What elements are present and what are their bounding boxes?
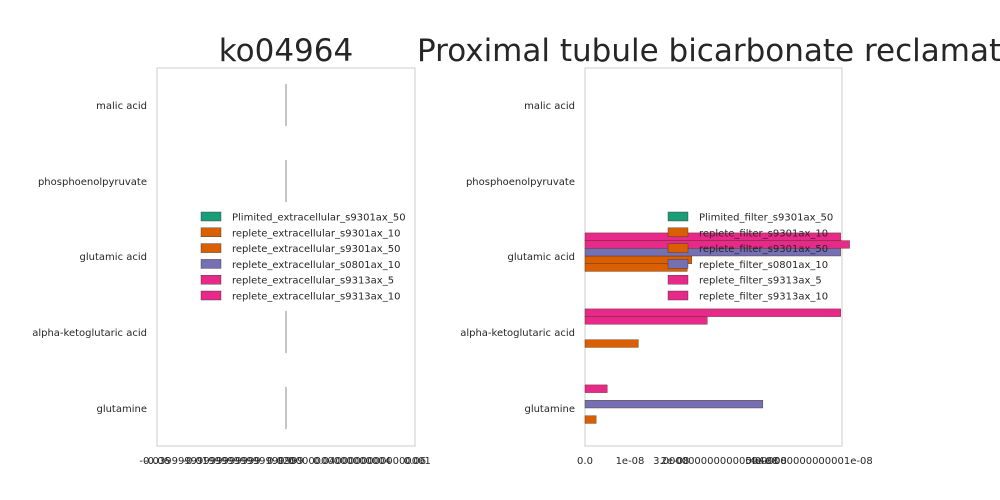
legend-swatch bbox=[667, 211, 689, 222]
x-tick-label: 0.04000000000000001 bbox=[313, 456, 431, 467]
bar bbox=[584, 400, 764, 409]
legend-label: replete_extracellular_s9313ax_10 bbox=[232, 292, 400, 303]
bar bbox=[584, 339, 639, 348]
legend-swatch bbox=[667, 243, 689, 253]
x-tick-label: 0.0 bbox=[278, 456, 294, 467]
x-tick-label: 0.06 bbox=[404, 456, 426, 467]
x-tick-label: 2e-08 bbox=[661, 456, 690, 467]
category-label: alpha-ketoglutaric acid bbox=[32, 328, 147, 339]
category-label: glutamic acid bbox=[80, 252, 147, 263]
legend-swatch bbox=[200, 211, 222, 222]
legend-label: Plimited_filter_s9301ax_50 bbox=[699, 213, 833, 224]
x-tick-label: 0.0 bbox=[577, 456, 593, 467]
category-label: glutamic acid bbox=[508, 252, 575, 263]
category-label: glutamine bbox=[524, 404, 575, 415]
legend-swatch bbox=[200, 227, 222, 238]
bar bbox=[584, 316, 708, 325]
right-chart-title: Proximal tubule bicarbonate reclamation bbox=[417, 33, 1000, 69]
legend-swatch bbox=[667, 275, 689, 285]
bar bbox=[584, 384, 608, 393]
bar bbox=[584, 415, 597, 424]
category-label: malic acid bbox=[96, 101, 147, 112]
legend-label: replete_filter_s9301ax_10 bbox=[699, 228, 828, 239]
category-label: alpha-ketoglutaric acid bbox=[460, 328, 575, 339]
left-chart-panel: malic acid phosphoenolpyruvate glutamic ac… bbox=[32, 67, 431, 467]
bar bbox=[584, 232, 841, 241]
legend-label: replete_filter_s0801ax_10 bbox=[699, 260, 828, 271]
x-tick-label: -0.01999999999999999 bbox=[182, 456, 303, 467]
legend-swatch bbox=[667, 290, 689, 301]
legend-swatch bbox=[200, 275, 222, 285]
legend-label: replete_extracellular_s9313ax_5 bbox=[232, 276, 394, 287]
category-label: phosphoenolpyruvate bbox=[466, 177, 575, 188]
left-chart-title: ko04964 bbox=[219, 33, 353, 69]
legend-label: Plimited_extracellular_s9301ax_50 bbox=[232, 213, 406, 224]
right-chart-panel: malic acid phosphoenolpyruvate glutamic ac… bbox=[460, 67, 873, 467]
legend-label: replete_extracellular_s9301ax_10 bbox=[232, 228, 400, 239]
x-tick-label: 3.0000000000000004e-08 bbox=[653, 456, 787, 467]
legend-swatch bbox=[200, 290, 222, 301]
legend-swatch bbox=[667, 259, 689, 269]
legend: Plimited_filter_s9301ax_50 replete_filter… bbox=[667, 211, 833, 303]
legend-swatch bbox=[200, 259, 222, 269]
plot-frame bbox=[156, 67, 416, 447]
category-label: glutamine bbox=[96, 404, 147, 415]
x-tick-label: 5.000000000000001e-08 bbox=[745, 456, 872, 467]
x-tick-label: 1e-08 bbox=[616, 456, 645, 467]
bar bbox=[584, 308, 841, 317]
legend-label: replete_filter_s9313ax_10 bbox=[699, 292, 828, 303]
x-tick-label: 0.020000000000000004 bbox=[267, 456, 391, 467]
legend: Plimited_extracellular_s9301ax_50replete… bbox=[200, 211, 406, 303]
legend-label: replete_filter_s9301ax_50 bbox=[699, 244, 828, 255]
legend-label: replete_filter_s9313ax_5 bbox=[699, 276, 822, 287]
x-tick-label: -0.06 bbox=[144, 456, 170, 467]
legend-swatch bbox=[667, 227, 689, 238]
legend-label: replete_extracellular_s9301ax_50 bbox=[232, 244, 400, 255]
legend-swatch bbox=[200, 243, 222, 253]
category-label: phosphoenolpyruvate bbox=[38, 177, 147, 188]
x-tick-label: 4e-08 bbox=[750, 456, 779, 467]
category-label: malic acid bbox=[524, 101, 575, 112]
legend-label: replete_extracellular_s0801ax_10 bbox=[232, 260, 400, 271]
x-tick-label: -0.03999999999999999 bbox=[139, 456, 260, 467]
